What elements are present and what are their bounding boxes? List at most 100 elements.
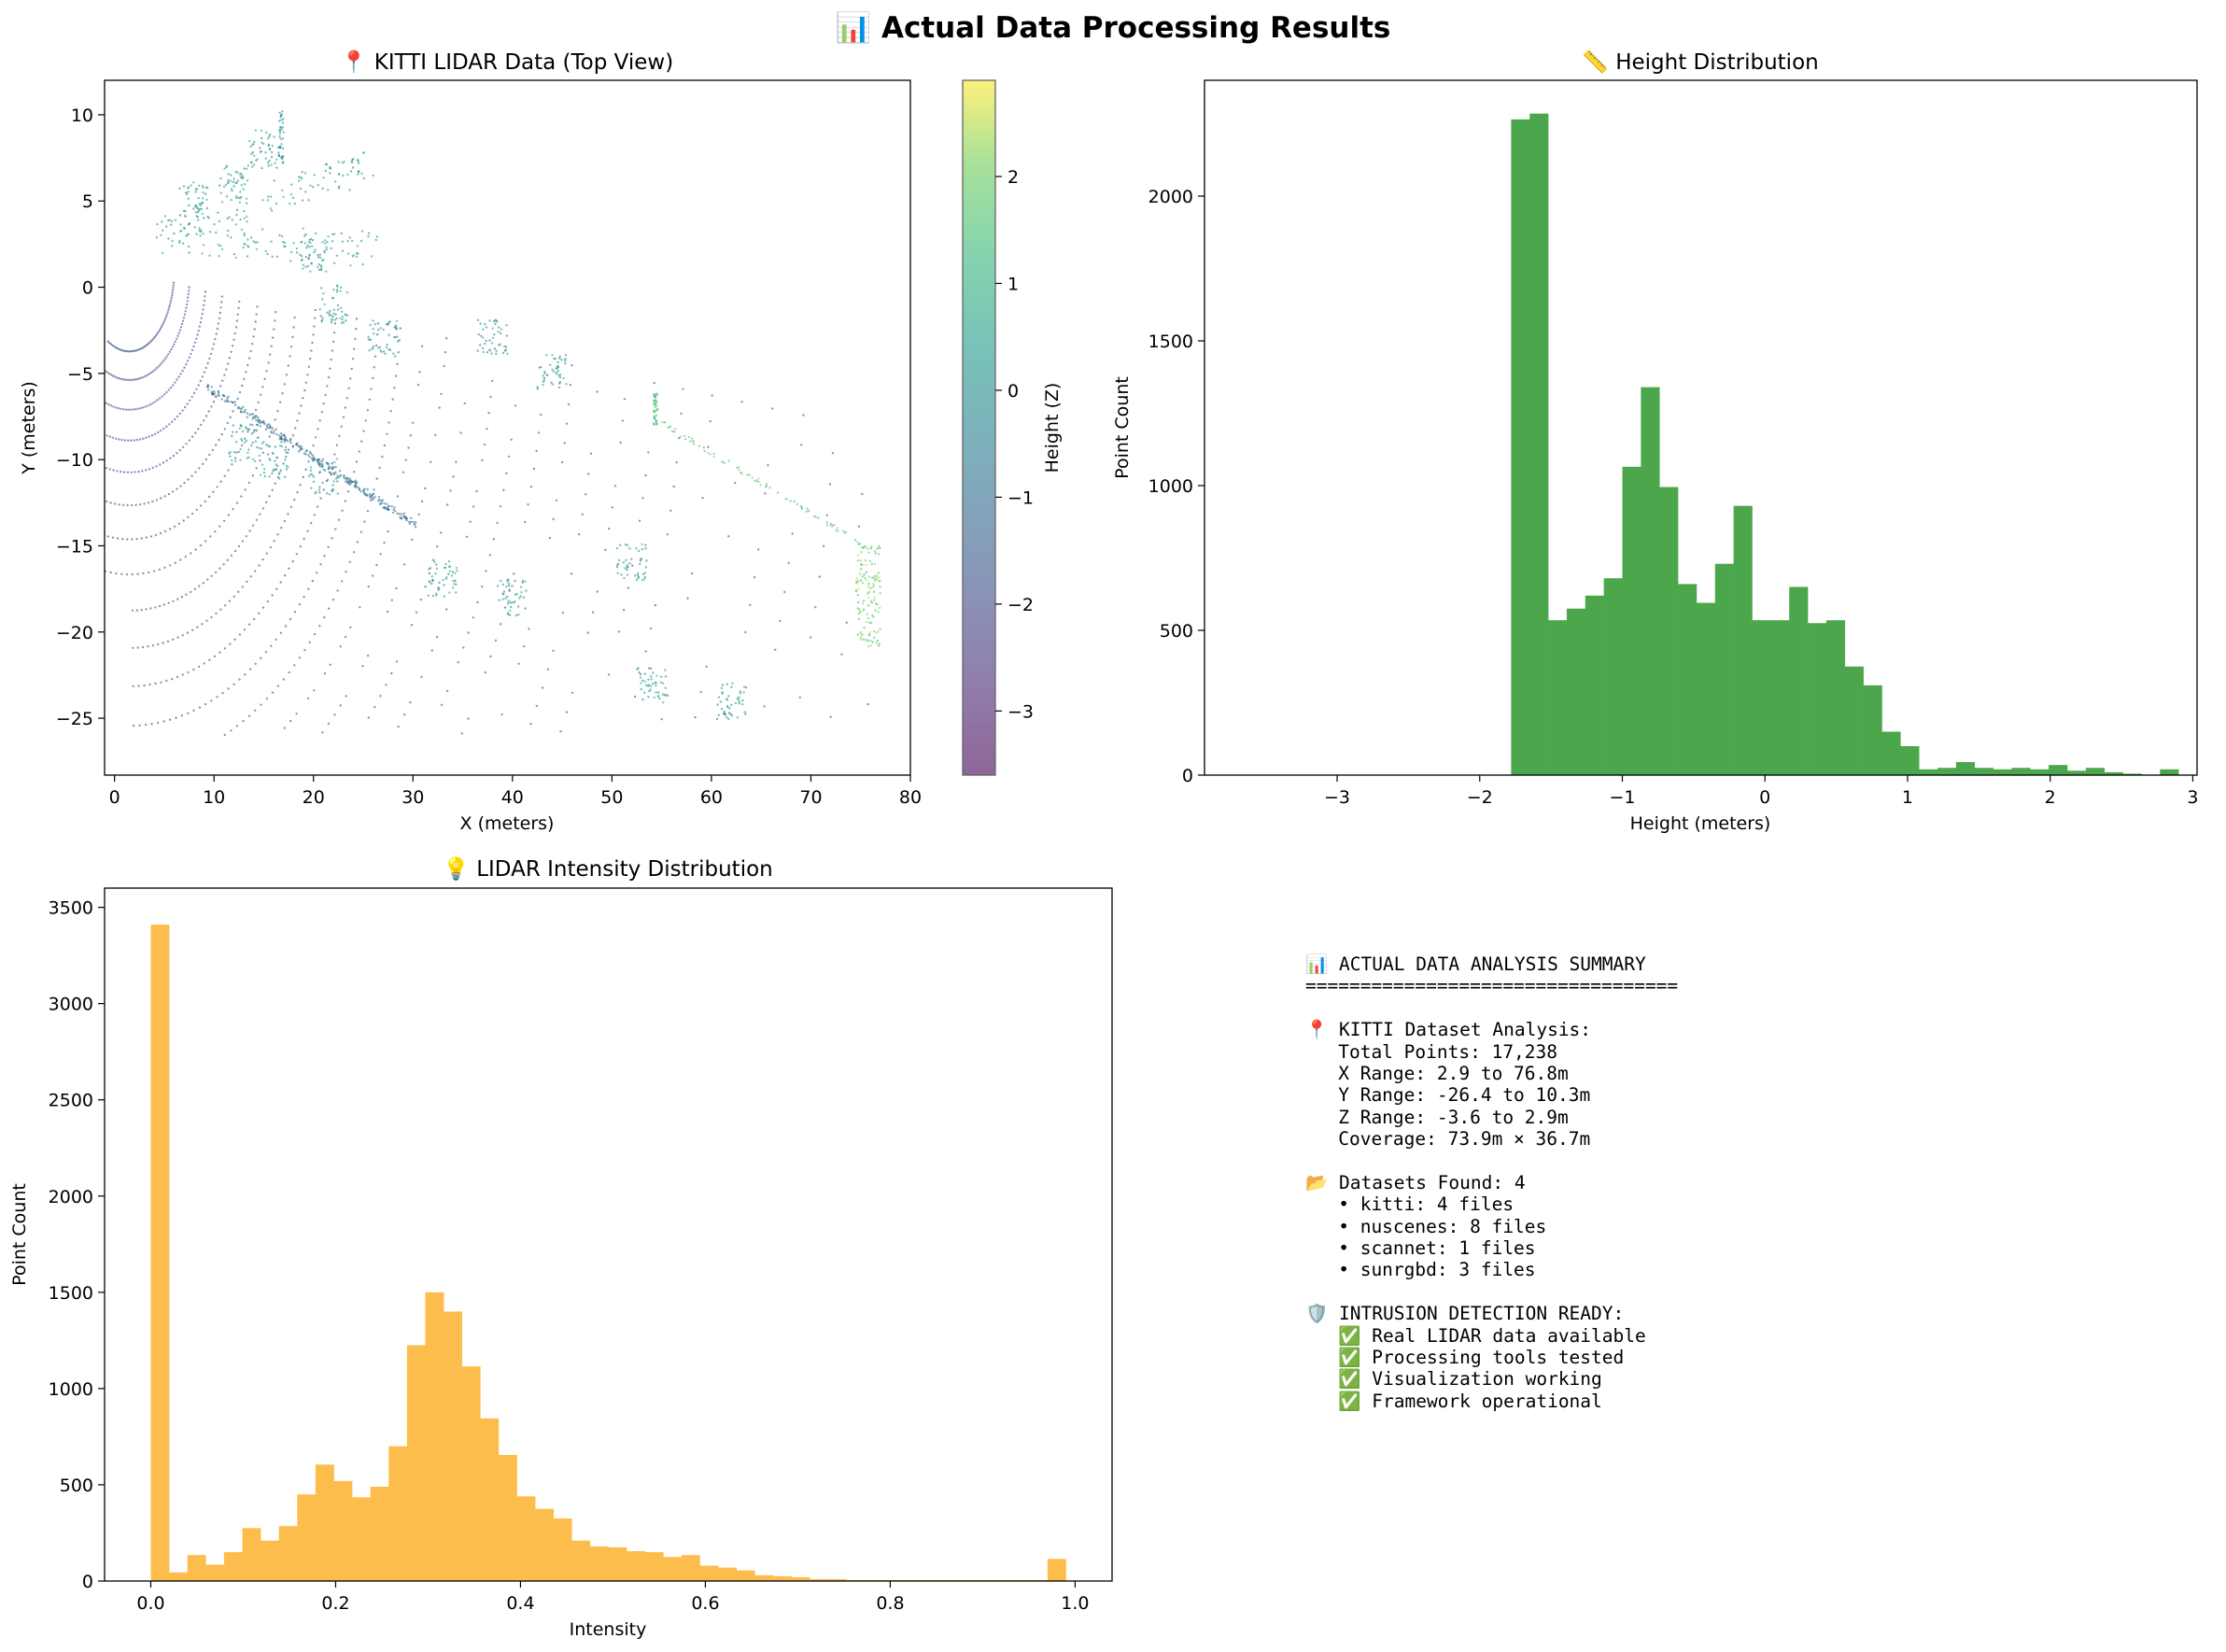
scatter-point <box>208 453 211 457</box>
scatter-point <box>331 489 333 492</box>
scatter-point <box>115 437 118 440</box>
scatter-point <box>382 350 386 353</box>
scatter-point <box>395 319 399 322</box>
scatter-point <box>331 349 334 352</box>
scatter-point <box>264 157 267 160</box>
scatter-point <box>875 574 879 577</box>
scatter-point <box>247 481 250 485</box>
scatter-point <box>314 492 317 495</box>
scatter-point <box>309 469 312 472</box>
scatter-point <box>647 451 650 454</box>
summary-line: Y Range: -26.4 to 10.3m <box>1305 1084 1591 1107</box>
scatter-point <box>289 719 292 723</box>
scatter-point <box>161 220 163 223</box>
scatter-xtick-label: 30 <box>402 787 424 808</box>
scatter-point <box>370 255 373 258</box>
scatter-point <box>625 558 627 562</box>
scatter-point <box>258 612 261 614</box>
scatter-point <box>309 270 312 273</box>
scatter-point <box>235 181 238 185</box>
scatter-point <box>384 352 387 356</box>
scatter-point <box>641 679 644 682</box>
scatter-point <box>394 374 398 377</box>
scatter-point <box>655 414 658 417</box>
scatter-ytick-label: 0 <box>82 278 93 299</box>
scatter-point <box>234 459 237 463</box>
scatter-point <box>433 560 436 563</box>
scatter-point <box>330 321 333 324</box>
scatter-point <box>210 699 213 702</box>
scatter-point <box>131 538 134 541</box>
scatter-point <box>202 308 204 311</box>
scatter-point <box>429 567 432 570</box>
scatter-point <box>154 606 157 609</box>
scatter-point <box>196 216 199 219</box>
scatter-point <box>409 700 412 704</box>
scatter-point <box>860 568 863 571</box>
scatter-point <box>317 263 320 266</box>
scatter-point <box>276 475 279 479</box>
scatter-point <box>158 329 161 332</box>
scatter-point <box>142 572 145 575</box>
scatter-point <box>297 450 301 453</box>
scatter-point <box>243 441 246 445</box>
scatter-point <box>312 186 315 189</box>
scatter-point <box>345 397 348 400</box>
scatter-point <box>730 685 733 688</box>
scatter-point <box>281 391 284 395</box>
scatter-point <box>394 324 398 327</box>
scatter-point <box>262 441 265 444</box>
scatter-point <box>431 594 435 598</box>
scatter-point <box>608 527 611 530</box>
scatter-point <box>502 590 506 593</box>
scatter-point <box>339 645 342 648</box>
scatter-point <box>100 431 102 433</box>
scatter-point <box>181 409 184 412</box>
scatter-point <box>328 312 331 315</box>
scatter-point <box>145 374 148 377</box>
scatter-point <box>660 421 664 424</box>
scatter-point <box>179 373 182 375</box>
scatter-point <box>320 320 323 323</box>
scatter-point <box>630 558 633 560</box>
scatter-point <box>414 526 417 529</box>
scatter-point <box>251 413 255 416</box>
scatter-point <box>265 444 268 446</box>
scatter-point <box>353 347 356 350</box>
scatter-point <box>195 233 198 235</box>
scatter-point <box>127 378 130 382</box>
height-bar <box>2049 765 2068 775</box>
scatter-point <box>372 498 374 501</box>
scatter-point <box>866 604 870 607</box>
scatter-point <box>232 683 235 685</box>
scatter-point <box>228 357 232 360</box>
scatter-point <box>278 120 281 122</box>
scatter-point <box>653 417 656 420</box>
scatter-point <box>218 438 220 442</box>
colorbar-tick-label: 0 <box>1007 381 1019 402</box>
scatter-point <box>311 454 314 457</box>
scatter-point <box>412 421 415 424</box>
scatter-point <box>272 452 275 455</box>
scatter-point <box>611 506 613 509</box>
scatter-point <box>358 450 360 453</box>
scatter-point <box>260 447 263 450</box>
scatter-point <box>169 299 173 302</box>
scatter-point <box>268 458 271 460</box>
scatter-point <box>203 304 205 306</box>
scatter-point <box>543 372 546 374</box>
scatter-point <box>339 704 342 707</box>
scatter-point <box>129 408 133 411</box>
scatter-point <box>223 167 226 170</box>
scatter-point <box>206 187 209 190</box>
intensity-ytick-label: 1000 <box>49 1379 93 1400</box>
scatter-point <box>278 134 281 138</box>
scatter-point <box>457 661 459 664</box>
scatter-point <box>626 568 628 572</box>
scatter-point <box>856 559 860 562</box>
scatter-point <box>289 260 292 262</box>
scatter-point <box>89 564 91 566</box>
scatter-point <box>280 438 283 441</box>
scatter-point <box>327 375 331 379</box>
scatter-point <box>198 467 201 470</box>
